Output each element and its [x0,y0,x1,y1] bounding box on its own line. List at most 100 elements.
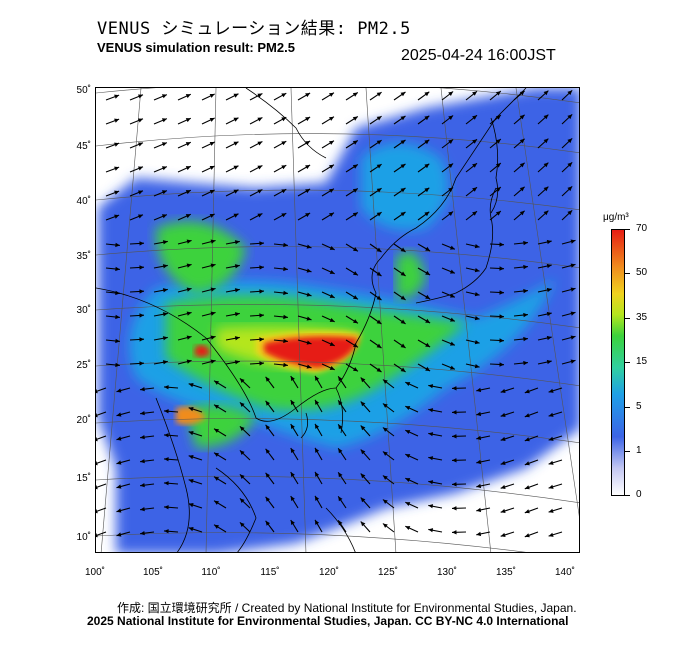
wind-arrow-head [161,190,167,195]
wind-arrow-head [210,311,216,316]
wind-arrow-head [495,211,501,216]
wind-arrow-head [239,498,245,503]
wind-arrow-head [139,337,144,342]
latitude-label: 40˚ [76,196,91,207]
wind-arrow-head [523,240,528,246]
wind-arrow-head [474,364,480,369]
wind-arrow-head [376,343,382,348]
wind-arrow-head [329,92,334,97]
wind-arrow [96,531,107,537]
wind-arrow-head [140,435,145,440]
wind-arrow-head [524,509,530,514]
wind-arrow-head [290,376,295,381]
latitude-label: 35˚ [76,251,91,262]
wind-arrow-head [116,388,122,393]
wind-arrow-head [452,482,457,487]
wind-arrow-head [452,434,457,439]
wind-arrow-head [425,366,431,371]
latitude-label: 25˚ [76,360,91,371]
longitude-label: 105˚ [142,567,163,578]
wind-arrow-head [400,188,406,193]
wind-arrow-head [338,448,343,454]
wind-arrow-head [305,189,311,194]
wind-arrow-head [139,289,144,294]
wind-arrow-head [188,503,194,508]
wind-arrow-head [448,115,454,120]
wind-arrow-head [500,436,506,441]
wind-arrow-head [96,485,98,490]
wind-arrow-head [259,289,264,294]
wind-arrow-head [353,271,358,276]
wind-arrow-head [548,532,554,537]
wind-arrow-head [185,142,191,147]
graticule [96,88,579,552]
wind-arrow-head [543,210,549,216]
wind-arrow-head [140,387,145,392]
wind-arrow-head [428,480,434,485]
wind-arrow-head [360,449,366,455]
wind-arrow-head [138,214,143,219]
wind-arrow-head [567,114,573,120]
latitude-label: 45˚ [76,141,91,152]
wind-arrow-head [472,139,477,144]
wind-arrow-head [281,213,287,218]
wind-arrow-head [448,163,454,168]
wind-arrow-head [164,433,169,438]
wind-arrow-head [546,335,552,341]
wind-arrow-head [185,214,191,219]
wind-arrow-head [382,499,388,504]
wind-arrow-head [543,138,549,144]
wind-arrow-head [185,190,191,195]
wind-arrow-head [234,312,240,317]
wind-arrow-head [474,268,480,273]
wind-arrow-head [524,461,530,466]
wind-arrow-head [548,388,554,393]
wind-arrow-head [400,116,406,121]
wind-arrow-head [570,359,576,364]
forecast-timestamp: 2025-04-24 16:00JST [401,47,556,64]
wind-arrow-head [360,377,366,383]
wind-arrow-head [234,240,240,245]
wind-arrow-head [233,189,239,194]
wind-arrow-head [214,428,219,433]
wind-arrow-head [570,287,576,292]
wind-arrow-head [546,287,552,293]
wind-arrow-head [543,162,549,168]
wind-arrow-head [116,508,122,513]
wind-arrow-head [400,295,406,300]
wind-arrow-head [476,507,482,513]
wind-arrow-head [376,319,382,324]
wind-arrow-head [338,376,343,382]
wind-arrow-head [519,186,525,192]
wind-arrow-head [548,436,554,441]
wind-arrow-head [306,244,312,249]
wind-arrow-head [523,288,528,294]
wind-arrow-head [472,115,477,120]
wind-arrow-head [353,343,358,348]
wind-arrow-head [188,479,194,484]
map-title-english: VENUS simulation result: PM2.5 [97,40,295,55]
wind-arrow-head [338,520,343,526]
wind-arrow-head [259,241,264,246]
wind-arrow-head [96,437,98,442]
wind-arrow-head [450,245,455,250]
wind-arrow-head [500,532,506,537]
wind-arrow-head [290,472,295,477]
wind-arrow-head [315,375,320,381]
wind-arrow-head [472,187,477,192]
colorbar-tick-label: 50 [636,267,648,278]
wind-arrow-head [116,484,122,489]
wind-arrow-head [376,212,382,217]
wind-arrow-head [400,164,406,169]
wind-arrow-head [138,190,143,195]
wind-arrow-head [570,239,576,244]
wind-arrow-head [281,165,287,170]
wind-arrow [96,435,107,441]
wind-arrow-head [162,360,168,365]
wind-arrow-head [210,239,216,244]
pm25-map [95,87,580,553]
wind-arrow-head [290,400,295,405]
wind-arrow-head [570,311,576,316]
wind-arrow-head [425,294,431,299]
wind-arrow-head [290,424,295,429]
